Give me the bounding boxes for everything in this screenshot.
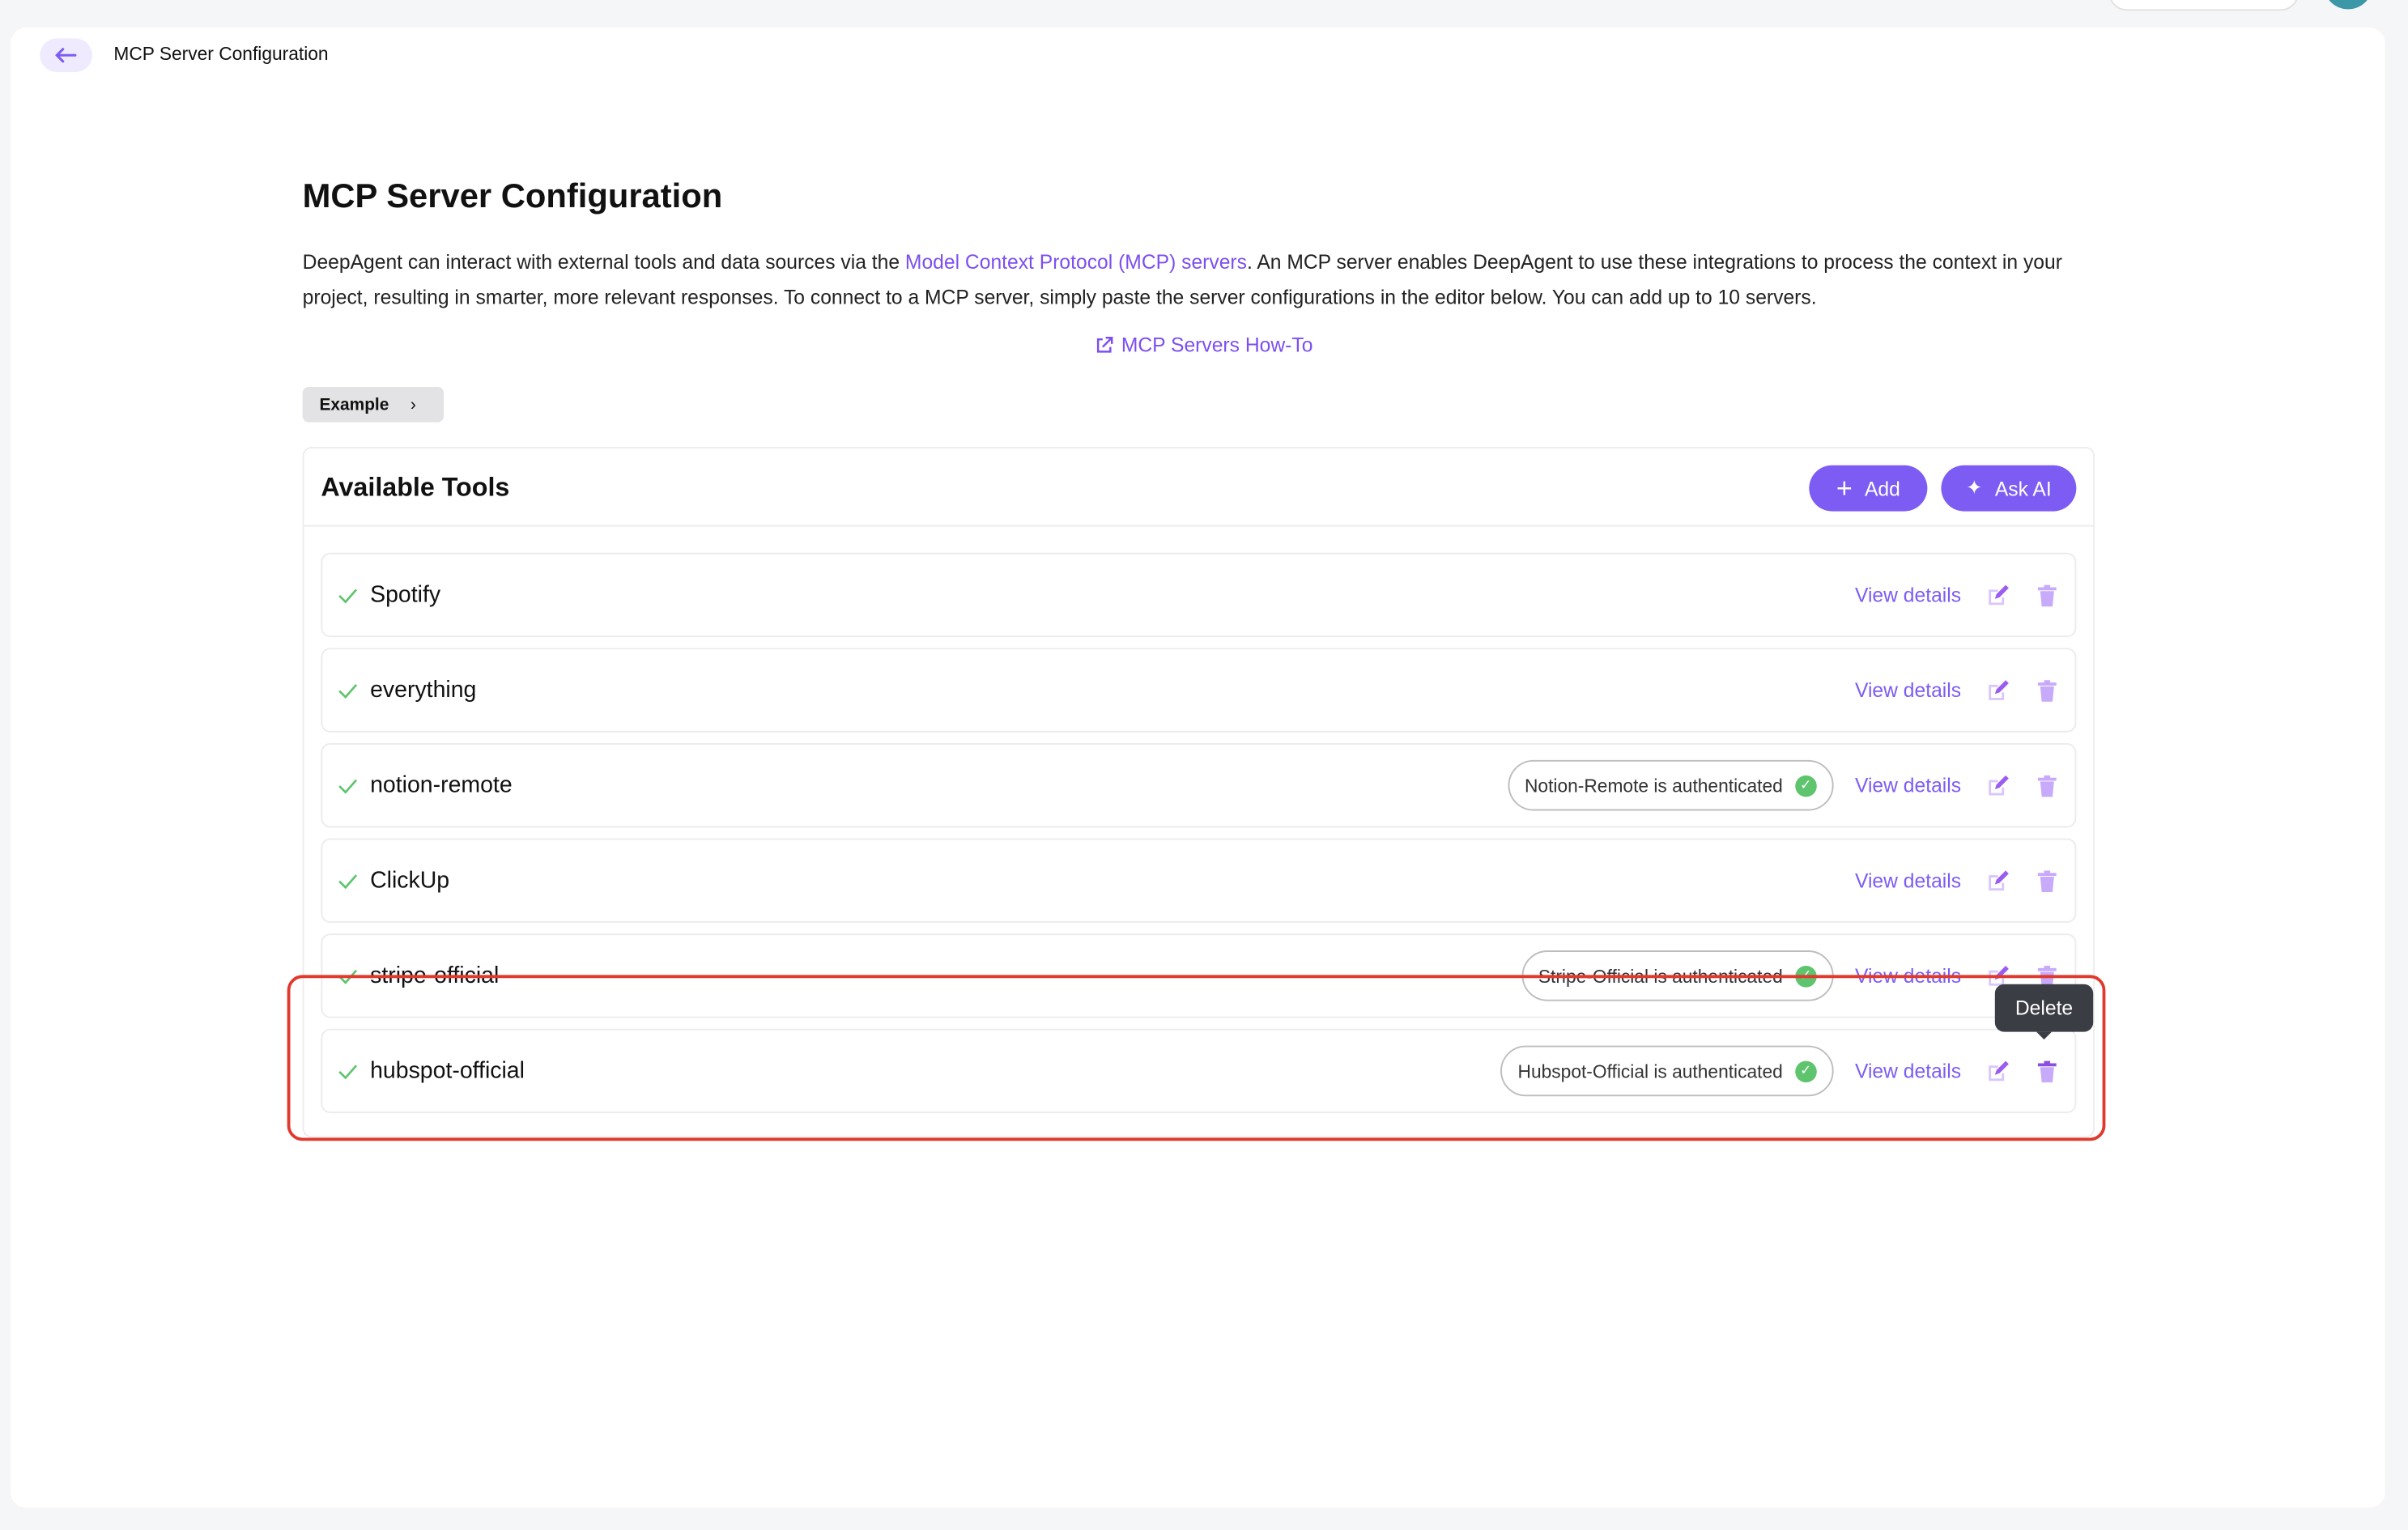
verified-icon: ✓ xyxy=(1794,1060,1817,1082)
tool-row: notion-remote Notion-Remote is authentic… xyxy=(321,743,2077,828)
desc-text: DeepAgent can interact with external too… xyxy=(302,250,905,274)
auth-badge: Stripe-Official is authenticated ✓ xyxy=(1521,950,1834,1001)
description: DeepAgent can interact with external too… xyxy=(303,244,2084,315)
plus-icon: + xyxy=(1836,473,1853,504)
howto-label: MCP Servers How-To xyxy=(1121,333,1313,357)
external-link-icon xyxy=(1097,336,1113,352)
edit-icon[interactable] xyxy=(1985,678,2010,702)
page-title: MCP Server Configuration xyxy=(302,176,723,215)
tool-name: Spotify xyxy=(370,581,441,609)
delete-tooltip: Delete xyxy=(1994,984,2094,1040)
add-button[interactable]: + Add xyxy=(1809,465,1928,512)
add-label: Add xyxy=(1864,476,1900,500)
edit-icon[interactable] xyxy=(1985,1059,2010,1083)
view-details-link[interactable]: View details xyxy=(1854,1059,1962,1083)
tool-name: everything xyxy=(370,677,477,703)
main-card xyxy=(11,28,2385,1508)
sparkles-icon: ✦ xyxy=(1965,475,1983,499)
check-icon xyxy=(338,968,358,984)
check-icon xyxy=(338,588,358,603)
example-label: Example xyxy=(319,395,389,414)
check-icon xyxy=(338,683,358,699)
tool-row: Spotify View details xyxy=(321,552,2077,638)
check-icon xyxy=(338,1064,358,1079)
available-tools-panel: Available Tools + Add ✦ Ask AI Spotify Vie… xyxy=(302,446,2095,1138)
tool-row: ClickUp View details xyxy=(321,838,2077,923)
ask-ai-button[interactable]: ✦ Ask AI xyxy=(1941,465,2077,512)
edit-icon[interactable] xyxy=(1985,869,2010,893)
view-details-link[interactable]: View details xyxy=(1854,964,1962,988)
desc-text: . An MCP server enables DeepAgent to use… xyxy=(302,250,2062,309)
trash-icon[interactable] xyxy=(2035,869,2059,893)
verified-icon: ✓ xyxy=(1794,965,1817,987)
example-button[interactable]: Example › xyxy=(302,386,445,423)
mcp-link[interactable]: Model Context Protocol (MCP) servers xyxy=(904,250,1247,274)
edit-icon[interactable] xyxy=(1985,583,2010,607)
check-icon xyxy=(338,778,358,793)
badge-text: Stripe-Official is authenticated xyxy=(1538,965,1783,987)
howto-link[interactable]: MCP Servers How-To xyxy=(0,334,2408,356)
top-button[interactable] xyxy=(2108,0,2300,11)
view-details-link[interactable]: View details xyxy=(1854,869,1962,892)
badge-text: Hubspot-Official is authenticated xyxy=(1517,1060,1783,1082)
panel-title: Available Tools xyxy=(321,473,510,503)
view-details-link[interactable]: View details xyxy=(1854,773,1962,797)
trash-icon[interactable] xyxy=(2035,583,2059,607)
tool-name: stripe-official xyxy=(370,963,500,989)
trash-icon[interactable] xyxy=(2035,773,2059,797)
tool-name: notion-remote xyxy=(370,772,513,799)
auth-badge: Notion-Remote is authenticated ✓ xyxy=(1508,759,1834,811)
divider xyxy=(304,525,2094,527)
ask-ai-label: Ask AI xyxy=(1994,476,2052,500)
trash-icon[interactable] xyxy=(2035,678,2059,702)
tool-name: hubspot-official xyxy=(370,1057,525,1085)
tool-name: ClickUp xyxy=(370,867,450,894)
check-icon xyxy=(338,873,358,889)
view-details-link[interactable]: View details xyxy=(1854,583,1962,607)
trash-icon[interactable] xyxy=(2035,1059,2059,1083)
tool-row: hubspot-official Hubspot-Official is aut… xyxy=(321,1028,2077,1114)
avatar[interactable] xyxy=(2323,0,2373,10)
badge-text: Notion-Remote is authenticated xyxy=(1524,774,1783,797)
tool-row: stripe-official Stripe-Official is authe… xyxy=(321,933,2077,1018)
chevron-right-icon: › xyxy=(410,395,416,414)
tool-row: everything View details xyxy=(321,648,2077,733)
arrow-left-icon xyxy=(55,48,77,63)
breadcrumb: MCP Server Configuration xyxy=(113,43,329,65)
back-button[interactable] xyxy=(40,38,92,73)
view-details-link[interactable]: View details xyxy=(1854,678,1962,702)
trash-icon[interactable] xyxy=(2035,963,2059,988)
verified-icon: ✓ xyxy=(1794,774,1817,797)
auth-badge: Hubspot-Official is authenticated ✓ xyxy=(1500,1045,1834,1097)
edit-icon[interactable] xyxy=(1985,773,2010,797)
